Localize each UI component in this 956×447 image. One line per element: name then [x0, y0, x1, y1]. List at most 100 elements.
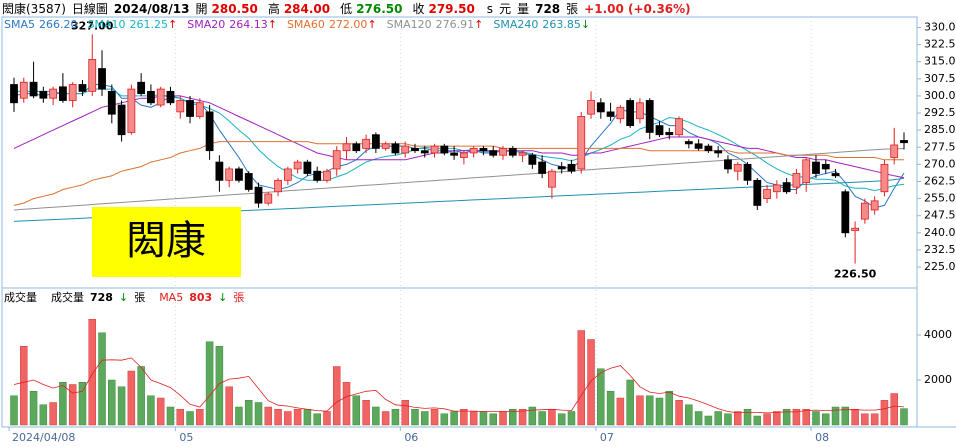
- legend-arrow: ↑: [267, 18, 277, 31]
- volume-tick-label: 2000: [924, 373, 952, 386]
- candle-body: [792, 173, 801, 188]
- candle-body: [205, 111, 214, 152]
- candle-body: [665, 132, 674, 136]
- volume-bar: [39, 404, 48, 426]
- volume-bar: [557, 413, 566, 426]
- y-tick-label: 315.0: [924, 55, 956, 68]
- volume-bar: [753, 415, 762, 426]
- candle-body: [371, 134, 380, 149]
- legend-item: SMA60 272.00↑: [287, 18, 377, 31]
- max-annotation: 327.00: [71, 19, 114, 32]
- legend-name: SMA20: [187, 18, 226, 31]
- x-tick-label: 06: [404, 431, 418, 444]
- candle-body: [753, 179, 762, 206]
- volume-bar: [411, 409, 419, 426]
- legend-item: SMA10 261.25↑: [88, 18, 178, 31]
- legend-value: 272.00: [328, 18, 368, 31]
- volume-bar: [98, 332, 106, 426]
- chart-kind: 日線圖: [71, 2, 108, 16]
- volume-bar: [900, 408, 908, 426]
- volume-bar: [196, 409, 204, 426]
- candle-body: [342, 143, 351, 152]
- volume-bar: [352, 395, 361, 426]
- y-tick-label: 285.0: [924, 123, 956, 136]
- candle-body: [215, 161, 224, 181]
- legend-value: 266.20: [39, 18, 78, 31]
- volume-bar: [235, 406, 243, 426]
- y-tick-label: 292.5: [924, 106, 956, 119]
- volume-bar: [108, 379, 116, 426]
- volume-arrow: ↓: [118, 291, 129, 304]
- candle-body: [225, 168, 234, 181]
- candle-body: [508, 147, 517, 156]
- candle-body: [49, 88, 58, 99]
- volume-bar: [782, 409, 791, 426]
- volume-bar: [587, 339, 595, 426]
- candle-body: [195, 102, 204, 117]
- volume-bar: [20, 346, 28, 426]
- candle-body: [10, 84, 18, 104]
- candle-body: [851, 227, 859, 231]
- volume-bar: [68, 384, 77, 426]
- candle-body: [606, 111, 615, 117]
- volume-bar: [616, 397, 625, 426]
- candle-body: [704, 145, 713, 152]
- watermark: 閎康: [126, 218, 206, 264]
- volume-bar: [313, 413, 321, 426]
- volume-bar: [538, 411, 546, 426]
- volume-bar: [401, 400, 409, 426]
- candle-body: [538, 161, 547, 174]
- volume-name: 量: [517, 2, 530, 16]
- volume-bar: [509, 409, 517, 426]
- x-tick-label: 05: [179, 431, 193, 444]
- quote-name: 高: [267, 2, 280, 16]
- volume-bar: [724, 413, 732, 426]
- candle-body: [900, 140, 908, 144]
- candle-body: [68, 84, 77, 101]
- candle-body: [303, 161, 312, 174]
- volume-unit: 張: [134, 291, 146, 304]
- volume-bar: [430, 409, 439, 426]
- volume-bar: [127, 370, 136, 426]
- currency-s: s: [486, 2, 494, 16]
- volume-bar: [763, 413, 771, 426]
- volume-bar: [29, 391, 38, 426]
- y-tick-label: 322.5: [924, 38, 956, 51]
- legend-arrow: ↑: [367, 18, 377, 31]
- volume-bar: [10, 395, 18, 426]
- volume-value: 728: [535, 2, 561, 16]
- volume-bar: [743, 409, 752, 426]
- legend-arrow: ↑: [168, 18, 178, 31]
- legend-value: 263.85: [542, 18, 581, 31]
- volume-bar: [137, 366, 145, 426]
- volume-bar: [714, 411, 722, 426]
- volume-bar: [831, 406, 840, 426]
- candle-body: [841, 191, 850, 234]
- legend-value: 261.25: [129, 18, 169, 31]
- volume-bar: [645, 395, 654, 426]
- legend-name: SMA10: [87, 18, 126, 31]
- volume-bar: [440, 413, 449, 426]
- candle-body: [59, 86, 67, 101]
- candle-body: [733, 163, 742, 172]
- volume-bar: [861, 413, 869, 426]
- quote-value: 276.50: [356, 2, 403, 16]
- ma-arrow: ↓: [218, 291, 228, 304]
- legend-arrow: ↑: [474, 18, 484, 31]
- legend-arrow: ↓: [580, 18, 591, 31]
- legend-value: 276.91: [435, 18, 475, 31]
- volume-bar: [802, 409, 810, 426]
- volume-ma-line: [13, 357, 905, 414]
- candle-body: [264, 193, 273, 204]
- volume-bar: [665, 391, 674, 426]
- y-tick-label: 247.5: [924, 209, 956, 222]
- volume-legend-value: 728: [90, 291, 113, 304]
- candle-body: [645, 100, 654, 133]
- volume-bar: [626, 379, 634, 426]
- x-tick-label: 07: [600, 431, 614, 444]
- volume-bar: [890, 393, 898, 426]
- y-tick-label: 330.0: [924, 20, 956, 33]
- y-tick-label: 262.5: [924, 174, 956, 187]
- candle-body: [440, 145, 449, 154]
